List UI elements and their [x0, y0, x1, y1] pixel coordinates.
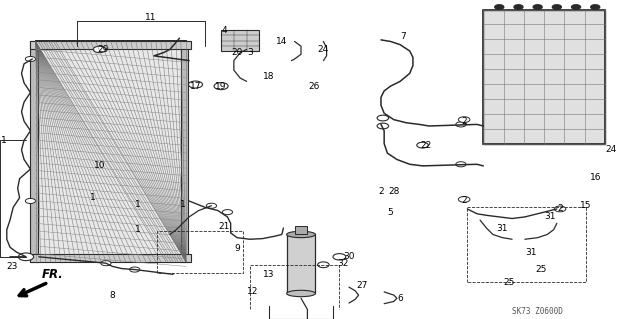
Circle shape	[456, 122, 466, 127]
Circle shape	[317, 262, 329, 268]
Bar	[36, 41, 186, 262]
Text: 2: 2	[461, 197, 467, 205]
Text: 10: 10	[94, 161, 106, 170]
Circle shape	[514, 5, 523, 9]
Bar	[180, 41, 188, 262]
Text: 1: 1	[135, 200, 141, 209]
Circle shape	[93, 46, 106, 53]
Bar	[221, 30, 259, 51]
Text: 32: 32	[337, 259, 348, 268]
Text: 1: 1	[180, 200, 186, 209]
Circle shape	[377, 115, 388, 121]
Text: 16: 16	[589, 173, 601, 182]
Circle shape	[417, 142, 428, 148]
Bar	[31, 254, 191, 262]
Text: 12: 12	[247, 287, 259, 296]
Text: 14: 14	[276, 37, 287, 46]
Text: 23: 23	[6, 262, 17, 271]
Text: 31: 31	[497, 224, 508, 233]
Text: 15: 15	[580, 201, 591, 210]
Text: 24: 24	[318, 45, 329, 54]
Ellipse shape	[287, 231, 316, 238]
Text: 30: 30	[343, 252, 355, 261]
Text: 2: 2	[461, 117, 467, 126]
Circle shape	[206, 203, 216, 208]
Text: 19: 19	[215, 82, 227, 91]
Bar	[36, 41, 186, 262]
Circle shape	[129, 267, 140, 272]
Text: 24: 24	[605, 145, 617, 154]
Text: 26: 26	[308, 82, 319, 91]
Circle shape	[458, 117, 470, 122]
Text: 28: 28	[388, 187, 399, 196]
Text: 25: 25	[535, 265, 547, 274]
Circle shape	[495, 5, 504, 9]
Text: 29: 29	[97, 45, 108, 54]
Ellipse shape	[287, 290, 316, 297]
Bar	[31, 41, 191, 49]
Bar	[31, 41, 38, 262]
Circle shape	[188, 81, 202, 88]
Text: 18: 18	[263, 72, 275, 81]
Text: 1: 1	[135, 225, 141, 234]
Text: 13: 13	[263, 270, 275, 279]
Text: 21: 21	[219, 222, 230, 231]
Text: 17: 17	[189, 82, 201, 91]
Circle shape	[19, 253, 34, 261]
Text: 27: 27	[356, 281, 367, 290]
Circle shape	[101, 261, 111, 266]
Circle shape	[533, 5, 542, 9]
Bar	[294, 226, 307, 234]
Circle shape	[572, 5, 580, 9]
Circle shape	[377, 123, 388, 129]
Text: 25: 25	[503, 278, 515, 287]
Text: FR.: FR.	[42, 268, 64, 281]
Text: 1: 1	[1, 136, 6, 145]
Text: 3: 3	[247, 48, 253, 57]
Text: SK73 Z0600D: SK73 Z0600D	[512, 307, 563, 315]
Bar	[483, 10, 605, 144]
Text: 2: 2	[378, 187, 384, 196]
Text: 2: 2	[557, 204, 563, 213]
Text: 31: 31	[545, 212, 556, 221]
Circle shape	[333, 254, 346, 260]
Text: 31: 31	[525, 248, 537, 256]
Circle shape	[554, 206, 566, 212]
Text: 20: 20	[232, 48, 243, 57]
Text: 1: 1	[90, 193, 96, 202]
Circle shape	[456, 162, 466, 167]
Circle shape	[26, 56, 36, 62]
Bar	[287, 234, 316, 293]
Text: 9: 9	[234, 244, 240, 253]
Circle shape	[222, 210, 232, 215]
Text: 6: 6	[397, 294, 403, 303]
Text: 4: 4	[221, 26, 227, 35]
Text: 5: 5	[388, 208, 394, 217]
Circle shape	[591, 5, 600, 9]
Text: 7: 7	[401, 32, 406, 41]
Circle shape	[26, 198, 36, 204]
Circle shape	[552, 5, 561, 9]
Text: 11: 11	[145, 13, 156, 22]
Circle shape	[458, 197, 470, 202]
Circle shape	[214, 83, 228, 90]
Text: 8: 8	[109, 291, 115, 300]
Text: 22: 22	[420, 141, 431, 150]
Bar	[483, 10, 605, 144]
